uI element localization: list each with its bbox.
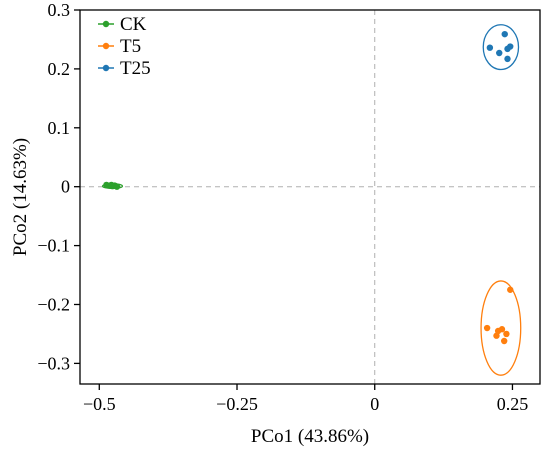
point-t25 (507, 43, 514, 50)
ellipse-t25 (482, 24, 520, 71)
reference-lines (80, 10, 540, 384)
point-t25 (496, 49, 503, 57)
point-t5 (507, 286, 514, 293)
legend-label-t25: T25 (120, 58, 151, 79)
x-axis-ticks: −0.5 −0.25 0 0.25 (83, 384, 528, 414)
y-axis-ticks: 0.3 0.2 0.1 0 −0.1 −0.2 −0.3 (37, 0, 80, 373)
legend-marker-t25 (102, 64, 110, 72)
x-tick-label: −0.5 (83, 394, 116, 414)
y-tick-label: 0.1 (48, 118, 71, 138)
point-t5 (493, 332, 500, 339)
legend-label-t5: T5 (120, 36, 141, 57)
legend-marker-t5 (102, 42, 110, 50)
y-axis-title: PCo2 (14.63%) (10, 138, 31, 256)
ellipse-t5 (480, 280, 522, 376)
legend-label-ck: CK (120, 14, 147, 35)
point-t25 (504, 55, 511, 63)
data-points (103, 30, 514, 345)
point-t25 (501, 30, 508, 38)
plot-frame (79, 9, 541, 385)
point-t5 (500, 337, 508, 345)
x-tick-label: −0.25 (216, 394, 258, 414)
point-t5 (483, 324, 491, 332)
y-tick-label: −0.1 (37, 236, 70, 256)
x-tick-label: 0.25 (497, 394, 529, 414)
x-axis-title: PCo1 (43.86%) (251, 426, 369, 447)
confidence-ellipses (101, 24, 522, 376)
y-tick-label: −0.3 (37, 353, 70, 373)
point-ck (108, 181, 115, 189)
y-tick-label: −0.2 (37, 294, 70, 314)
point-t25 (486, 44, 494, 51)
point-ck (113, 183, 121, 190)
x-tick-label: 0 (370, 394, 379, 414)
y-tick-label: 0.2 (48, 59, 71, 79)
y-tick-label: 0.3 (48, 0, 71, 20)
point-t5 (498, 326, 506, 333)
point-t5 (503, 330, 510, 338)
legend-marker-ck (102, 20, 110, 28)
y-tick-label: 0 (61, 177, 70, 197)
